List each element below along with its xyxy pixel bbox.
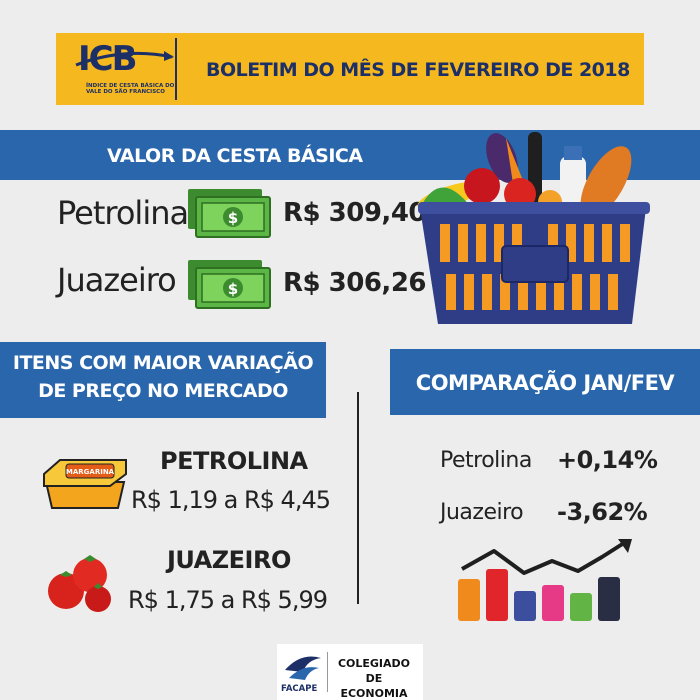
cesta-value-petrolina: R$ 309,40 xyxy=(283,198,427,228)
itens-heading-line1: ITENS COM MAIOR VARIAÇÃO xyxy=(12,352,314,374)
comp-city-juazeiro: Juazeiro xyxy=(440,500,524,525)
facape-logo-icon xyxy=(285,656,321,680)
header-banner: ICB ÍNDICE DE CESTA BÁSICA DO VALE DO SÃ… xyxy=(56,33,644,105)
margarine-label: MARGARINA xyxy=(66,468,115,476)
cesta-heading: VALOR DA CESTA BÁSICA xyxy=(107,145,363,167)
facape-label: FACAPE xyxy=(281,684,318,694)
itens-range-petrolina: R$ 1,19 a R$ 4,45 xyxy=(131,486,331,514)
itens-heading-line2: DE PREÇO NO MERCADO xyxy=(38,380,288,402)
footer-text-line1: COLEGIADO DE xyxy=(337,657,411,685)
footer-text-line2: ECONOMIA xyxy=(340,687,408,700)
comp-city-petrolina: Petrolina xyxy=(440,448,532,473)
footer-text: COLEGIADO DE ECONOMIA xyxy=(329,656,419,700)
comparacao-heading: COMPARAÇÃO JAN/FEV xyxy=(415,371,675,395)
comp-value-juazeiro: -3,62% xyxy=(557,498,648,526)
logo-text: ICB xyxy=(78,39,138,79)
trend-chart-icon xyxy=(458,539,632,621)
margarine-icon: MARGARINA xyxy=(43,459,127,509)
svg-text:$: $ xyxy=(228,280,238,298)
cesta-city-petrolina: Petrolina xyxy=(57,194,189,232)
tomatoes-icon xyxy=(48,555,111,612)
logo-subtitle: ÍNDICE DE CESTA BÁSICA DO VALE DO SÃO FR… xyxy=(86,83,175,95)
itens-range-juazeiro: R$ 1,75 a R$ 5,99 xyxy=(128,586,328,614)
footer-badge: FACAPE COLEGIADO DE ECONOMIA xyxy=(277,644,423,700)
section-divider xyxy=(357,392,359,604)
cesta-value-juazeiro: R$ 306,26 xyxy=(283,268,427,298)
itens-city-petrolina: PETROLINA xyxy=(160,447,308,475)
comp-value-petrolina: +0,14% xyxy=(557,446,658,474)
footer-divider xyxy=(327,652,328,692)
header-divider xyxy=(175,38,177,100)
money-icon: $ xyxy=(188,260,271,309)
page-title: BOLETIM DO MÊS DE FEVEREIRO DE 2018 xyxy=(206,59,630,81)
svg-text:$: $ xyxy=(228,209,238,227)
logo-swoosh-icon xyxy=(75,51,174,67)
itens-heading-bar: ITENS COM MAIOR VARIAÇÃO DE PREÇO NO MER… xyxy=(0,342,326,418)
itens-city-juazeiro: JUAZEIRO xyxy=(167,546,291,574)
icb-logo: ICB ÍNDICE DE CESTA BÁSICA DO VALE DO SÃ… xyxy=(68,39,178,99)
money-icon: $ xyxy=(188,189,271,238)
cesta-heading-bar: VALOR DA CESTA BÁSICA xyxy=(0,130,700,180)
comparacao-heading-bar: COMPARAÇÃO JAN/FEV xyxy=(390,349,700,415)
cesta-city-juazeiro: Juazeiro xyxy=(57,261,177,299)
shopping-basket-icon xyxy=(417,132,650,324)
